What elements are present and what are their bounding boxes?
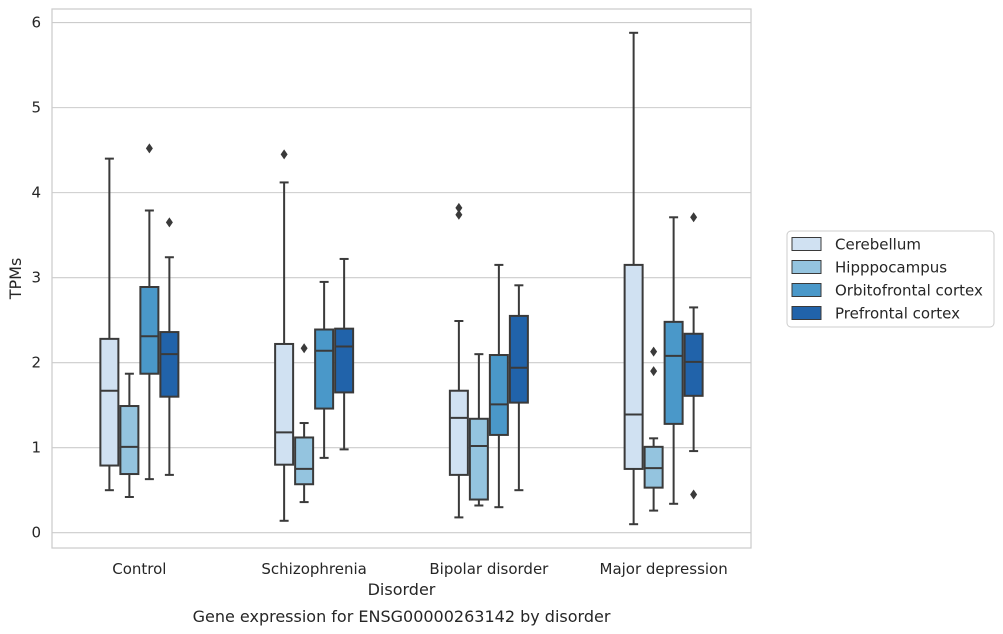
outlier-point [650, 346, 658, 357]
legend-label: Orbitofrontal cortex [835, 282, 983, 300]
legend-frame [786, 230, 995, 328]
y-tick-label: 2 [31, 354, 41, 372]
legend-label: Cerebellum [835, 236, 921, 254]
x-tick-label: Bipolar disorder [429, 560, 549, 578]
outlier-point [165, 217, 173, 228]
outlier-point [690, 489, 698, 500]
y-tick-label: 5 [31, 99, 41, 117]
plot-frame [51, 8, 752, 549]
box [663, 320, 684, 425]
y-tick-label: 3 [31, 269, 41, 287]
series-group [139, 143, 684, 509]
box [683, 332, 704, 397]
legend-swatch [791, 306, 822, 320]
box [274, 342, 295, 466]
x-axis-label: Disorder [368, 580, 436, 599]
legend-swatch [791, 237, 822, 251]
box [294, 436, 315, 486]
box [99, 337, 120, 467]
x-tick-labels: Control Schizophrenia Bipolar disorder Majo… [112, 560, 727, 578]
legend-label: Hipppocampus [835, 259, 947, 277]
legend-swatch [791, 283, 822, 297]
y-tick-labels: 0 1 2 3 4 5 6 [31, 14, 41, 542]
y-tick-label: 4 [31, 184, 41, 202]
series-group [159, 212, 704, 500]
box [623, 263, 644, 470]
box-series [99, 31, 704, 526]
box [488, 354, 509, 436]
outlier-point [690, 212, 698, 223]
outlier-point [455, 209, 463, 220]
outlier-point [145, 143, 153, 154]
outlier-point [300, 343, 308, 354]
y-tick-label: 0 [31, 524, 41, 542]
legend-label: Prefrontal cortex [835, 305, 960, 323]
figure-caption: Gene expression for ENSG00000263142 by d… [193, 607, 611, 626]
y-tick-label: 6 [31, 14, 41, 32]
legend-swatch [791, 260, 822, 274]
y-axis-label: TPMs [6, 258, 25, 301]
box [334, 327, 355, 394]
y-tick-label: 1 [31, 439, 41, 457]
box [314, 328, 335, 410]
box [508, 314, 529, 404]
box [139, 286, 160, 375]
box [159, 331, 180, 398]
legend: Cerebellum Hipppocampus Orbitofrontal cort… [786, 230, 995, 328]
x-tick-label: Control [112, 560, 166, 578]
box [119, 405, 140, 476]
x-tick-label: Major depression [600, 560, 728, 578]
outlier-point [280, 149, 288, 160]
x-tick-label: Schizophrenia [261, 560, 366, 578]
outlier-point [455, 202, 463, 213]
series-group [99, 31, 644, 526]
series-group [119, 343, 664, 512]
box [468, 417, 489, 501]
outlier-point [650, 366, 658, 377]
legend-entries: Cerebellum Hipppocampus Orbitofrontal cort… [791, 236, 983, 323]
box [448, 389, 469, 476]
